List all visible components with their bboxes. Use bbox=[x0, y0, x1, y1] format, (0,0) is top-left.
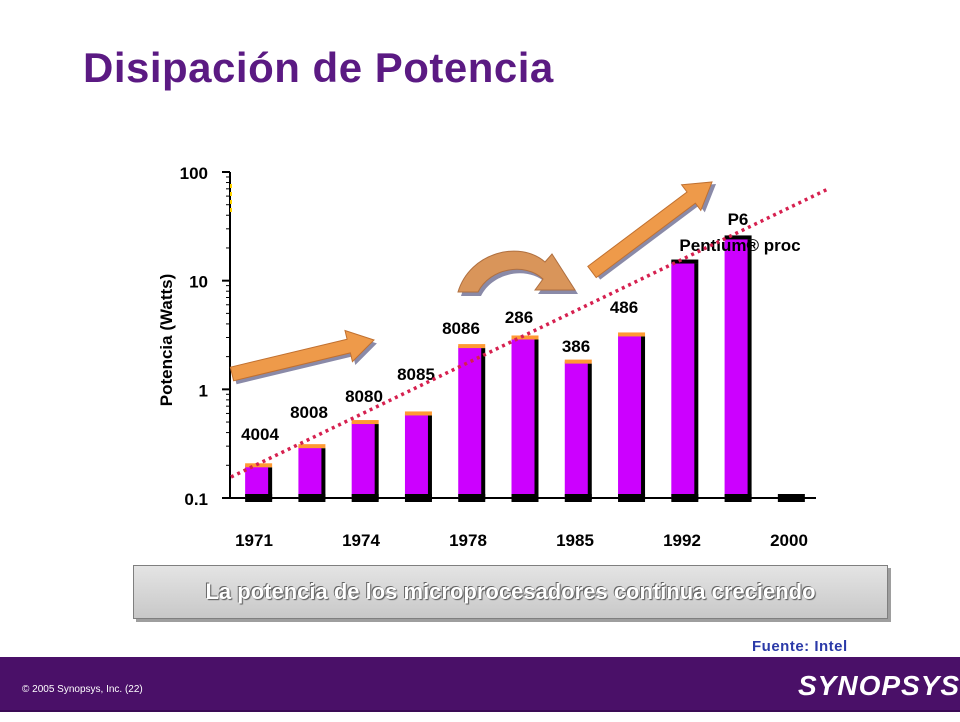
bar bbox=[671, 261, 695, 498]
x-tick-label: 1978 bbox=[449, 531, 487, 550]
copyright-text: © 2005 Synopsys, Inc. (22) bbox=[22, 684, 143, 695]
y-tick-label: 100 bbox=[180, 164, 208, 183]
source-note: Fuente: Intel bbox=[752, 638, 848, 655]
bar-base bbox=[351, 494, 379, 502]
trend-arrow-1 bbox=[229, 329, 377, 385]
bar bbox=[618, 334, 642, 498]
x-tick-label: 1992 bbox=[663, 531, 701, 550]
footer-bar bbox=[0, 657, 960, 710]
bar-base bbox=[245, 494, 273, 502]
y-tick-label: 0.1 bbox=[184, 490, 208, 509]
bar-base bbox=[671, 494, 699, 502]
bar bbox=[724, 237, 748, 498]
bar-label: 8080 bbox=[345, 387, 383, 406]
curved-arrow bbox=[457, 250, 578, 296]
y-tick-label: 10 bbox=[189, 273, 208, 292]
bar-base bbox=[298, 494, 326, 502]
bar-cap bbox=[671, 259, 699, 264]
bar-cap bbox=[724, 235, 752, 240]
bar-base bbox=[404, 494, 432, 502]
bar-cap bbox=[564, 359, 592, 364]
bar bbox=[511, 337, 535, 498]
logo-text: SYNOPSYS bbox=[798, 670, 960, 701]
bar-label: 386 bbox=[562, 337, 590, 356]
bar bbox=[458, 346, 482, 498]
bar-base bbox=[564, 494, 592, 502]
x-tick-label: 1974 bbox=[342, 531, 380, 550]
bar-cap bbox=[618, 332, 646, 337]
bar bbox=[245, 465, 269, 498]
bar-label: 8085 bbox=[397, 365, 435, 384]
trend-line bbox=[230, 187, 829, 479]
synopsys-logo: SYNOPSYS® bbox=[798, 670, 960, 702]
bar-cap bbox=[351, 420, 379, 425]
bar-label: 8008 bbox=[290, 403, 328, 422]
bar-cap bbox=[511, 335, 539, 340]
y-axis-label: Potencia (Watts) bbox=[157, 274, 176, 407]
x-tick-label: 2000 bbox=[770, 531, 808, 550]
bar bbox=[351, 422, 375, 498]
x-tick-label: 1971 bbox=[235, 531, 273, 550]
bar-cap bbox=[298, 444, 326, 449]
y-tick-label: 1 bbox=[199, 381, 208, 400]
bar bbox=[564, 361, 588, 498]
conclusion-banner: La potencia de los microprocesadores con… bbox=[133, 565, 888, 619]
bar-label: 286 bbox=[505, 308, 533, 327]
bar-cap bbox=[458, 344, 486, 349]
bar-cap bbox=[404, 411, 432, 416]
bar-base bbox=[511, 494, 539, 502]
bar-label: Pentium® proc bbox=[679, 236, 800, 255]
bar bbox=[404, 413, 428, 498]
bar-label: P6 bbox=[728, 210, 749, 229]
trend-arrow-3 bbox=[587, 181, 717, 280]
bar-label: 4004 bbox=[241, 425, 279, 444]
bar-label: 486 bbox=[610, 298, 638, 317]
bar-placeholder bbox=[777, 494, 805, 502]
x-tick-label: 1985 bbox=[556, 531, 594, 550]
bar-base bbox=[724, 494, 752, 502]
bar-label: 8086 bbox=[442, 319, 480, 338]
slide-title: Disipación de Potencia bbox=[83, 44, 554, 91]
bar-base bbox=[618, 494, 646, 502]
bar-base bbox=[458, 494, 486, 502]
footer-rule bbox=[0, 710, 960, 722]
bar bbox=[298, 446, 322, 498]
